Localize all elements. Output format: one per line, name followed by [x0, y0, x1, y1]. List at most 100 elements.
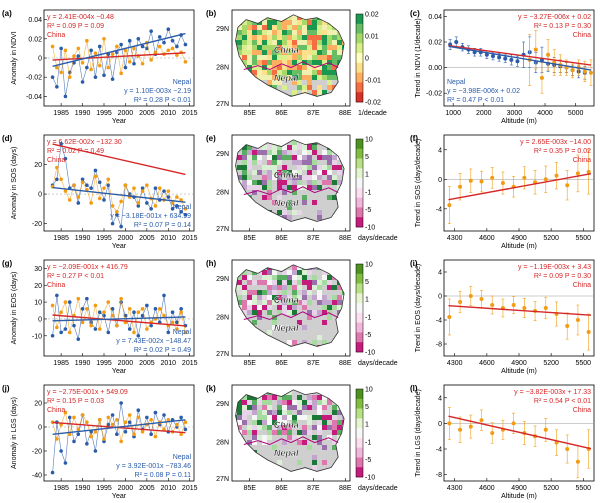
- map-cell: [322, 180, 327, 185]
- nepal-series-point: [50, 333, 55, 338]
- map-cell: [317, 420, 322, 425]
- china-series-point: [179, 432, 183, 437]
- x-tick-label: 5200: [543, 235, 559, 242]
- map-cell: [272, 290, 277, 295]
- colorbar-segment: [356, 437, 363, 448]
- china-series-point: [119, 296, 123, 301]
- china-series-point: [93, 430, 98, 434]
- map-cell: [317, 155, 322, 160]
- map-cell: [297, 270, 302, 275]
- map-cell: [287, 50, 292, 55]
- map-cell: [267, 65, 272, 70]
- nepal-series-point: [93, 168, 98, 173]
- colorbar-segment: [356, 332, 363, 343]
- map-cell: [252, 30, 257, 35]
- map-cell: [312, 40, 317, 45]
- border-line: [243, 311, 339, 321]
- china-equation: y = −3.82E-003x + 17.33: [514, 389, 591, 396]
- china-series-point: [102, 37, 106, 41]
- map-cell: [282, 25, 287, 30]
- colorbar-tick-label: 1: [365, 297, 369, 304]
- map-cell: [322, 320, 327, 325]
- china-series-point: [63, 410, 68, 415]
- map-cell: [327, 275, 332, 280]
- colorbar-segment: [356, 178, 363, 189]
- china-series-point: [166, 418, 171, 422]
- map-cell: [302, 290, 307, 295]
- x-axis-label: Year: [112, 368, 127, 375]
- map-cell: [267, 330, 272, 335]
- china-series-point: [140, 307, 145, 311]
- map-cell: [292, 140, 297, 145]
- map-cell: [252, 405, 257, 410]
- x-tick-label: 5000: [568, 110, 584, 117]
- china-series-point: [123, 183, 128, 188]
- map-cell: [282, 270, 287, 275]
- map-cell: [267, 270, 272, 275]
- map-cell: [277, 30, 282, 35]
- colorbar-segment: [356, 467, 363, 478]
- map-cell: [252, 45, 257, 50]
- map-cell: [247, 180, 252, 185]
- nepal-series-point: [93, 327, 98, 331]
- map-cell: [307, 155, 312, 160]
- map-cell: [262, 410, 267, 415]
- map-cell: [257, 310, 262, 315]
- map-cell: [287, 145, 292, 150]
- map-cell: [277, 170, 282, 175]
- map-cell: [267, 290, 272, 295]
- map-cell: [307, 400, 312, 405]
- map-cell: [332, 160, 337, 165]
- map-cell: [262, 180, 267, 185]
- china-series-point: [50, 44, 55, 49]
- china-point: [500, 181, 505, 185]
- map-cell: [267, 280, 272, 285]
- china-series-point: [63, 300, 68, 304]
- china-point: [511, 421, 516, 426]
- china-point: [554, 173, 559, 178]
- map-cell: [317, 215, 322, 220]
- colorbar-tick-label: 5: [365, 404, 369, 411]
- china-series-point: [72, 415, 76, 420]
- nepal-series-point: [85, 65, 89, 70]
- y-tick-label: 0.04: [28, 17, 42, 24]
- y-tick-label: 0: [38, 192, 42, 199]
- map-cell: [307, 430, 312, 435]
- map-cell: [307, 315, 312, 320]
- china-series-point: [175, 195, 179, 199]
- map-cell: [257, 25, 262, 30]
- nepal-point: [484, 52, 489, 57]
- map-cell: [247, 410, 252, 415]
- map-cell: [302, 440, 307, 445]
- map-cell: [342, 290, 345, 295]
- map-cell: [292, 275, 297, 280]
- map-cell: [312, 150, 317, 155]
- nepal-equation: y = 1.10E-003x −2.19: [124, 88, 191, 95]
- china-series-point: [76, 296, 81, 301]
- map-cell: [327, 300, 332, 305]
- colorbar-segment: [356, 447, 363, 458]
- china-series-point: [140, 61, 145, 66]
- china-point: [511, 303, 516, 307]
- china-point: [458, 300, 463, 304]
- map-cell: [337, 40, 342, 45]
- map-cell: [312, 415, 317, 420]
- map-cell: [297, 430, 302, 435]
- nepal-series-point: [119, 224, 123, 229]
- colorbar-segment: [356, 207, 363, 218]
- map-cell: [267, 175, 272, 180]
- map-cell: [307, 420, 312, 425]
- map-cell: [252, 430, 257, 435]
- map-cell: [327, 155, 332, 160]
- map-cell: [322, 40, 327, 45]
- map-cell: [277, 75, 282, 80]
- map-cell: [317, 40, 322, 45]
- map-cell: [252, 70, 257, 75]
- map-cell: [307, 445, 312, 450]
- map-cell: [322, 30, 327, 35]
- colorbar-tick-label: 10: [365, 137, 373, 144]
- map-cell: [272, 415, 277, 420]
- map-cell: [332, 60, 337, 65]
- y-tick-label: 0: [438, 177, 442, 184]
- map-cell: [252, 410, 257, 415]
